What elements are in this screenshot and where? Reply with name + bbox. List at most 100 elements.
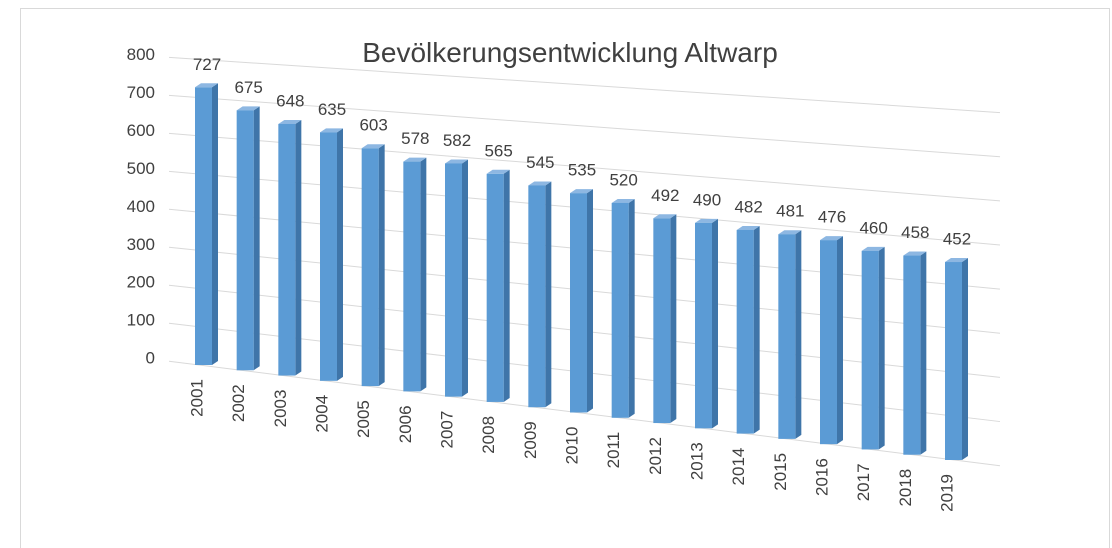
bar	[653, 218, 671, 424]
bar-side	[878, 246, 885, 450]
x-tick-label: 2015	[771, 453, 790, 491]
bar-group	[195, 83, 218, 365]
chart-title: Bevölkerungsentwicklung Altwarp	[362, 37, 778, 68]
bar-group	[445, 159, 468, 397]
y-tick-label: 800	[127, 45, 155, 64]
bar-side	[462, 159, 468, 397]
x-tick-label: 2006	[396, 405, 415, 443]
bar-side	[295, 119, 302, 376]
bar	[736, 229, 754, 434]
y-tick-label: 600	[127, 121, 155, 140]
bar	[945, 262, 962, 460]
bar-group	[278, 119, 302, 376]
bar-top	[611, 198, 635, 203]
x-tick-label: 2005	[354, 400, 373, 438]
bar	[611, 202, 629, 418]
bar-top	[445, 159, 468, 164]
bar	[361, 148, 379, 387]
bar-side	[712, 218, 718, 429]
bar-group	[320, 128, 343, 381]
x-tick-label: 2014	[729, 448, 748, 486]
y-tick-label: 200	[127, 273, 155, 292]
bar-top	[528, 181, 552, 186]
value-label: 492	[651, 186, 679, 205]
value-label: 635	[318, 100, 346, 119]
bar-group	[570, 189, 593, 413]
value-label: 565	[484, 141, 512, 160]
x-tick-label: 2018	[896, 469, 915, 507]
value-label: 648	[276, 91, 304, 110]
bar-group	[611, 198, 635, 418]
bar	[861, 250, 879, 450]
bar	[320, 132, 337, 381]
bar-group	[820, 236, 843, 445]
value-label: 535	[568, 161, 596, 180]
bar-side	[920, 251, 927, 455]
x-tick-label: 2008	[479, 416, 498, 454]
bar-top	[361, 144, 385, 149]
x-tick-label: 2019	[938, 474, 957, 512]
x-tick-label: 2007	[438, 411, 457, 449]
bar	[278, 123, 296, 376]
x-tick-label: 2010	[563, 427, 582, 465]
value-label: 603	[359, 116, 387, 135]
bar-top	[653, 214, 677, 219]
bar	[778, 234, 796, 439]
y-tick-label: 500	[127, 159, 155, 178]
x-tick-label: 2003	[271, 390, 290, 428]
bar-side	[670, 214, 677, 424]
bar	[820, 240, 837, 445]
x-tick-label: 2001	[188, 379, 207, 417]
bar	[236, 110, 254, 371]
bar-side	[212, 83, 218, 365]
bar	[695, 222, 712, 429]
bar-group	[695, 218, 718, 429]
bar	[486, 173, 504, 402]
x-tick-label: 2016	[813, 458, 832, 496]
value-label: 675	[234, 78, 262, 97]
value-label: 545	[526, 153, 554, 172]
bar	[570, 193, 587, 413]
bar-top	[195, 83, 218, 88]
x-tick-label: 2017	[854, 463, 873, 501]
value-label: 578	[401, 129, 429, 148]
bar-side	[795, 230, 802, 439]
value-label: 482	[734, 197, 762, 216]
bar-side	[545, 181, 552, 408]
bar-group	[653, 214, 677, 424]
value-label: 490	[693, 190, 721, 209]
bar-side	[337, 128, 343, 381]
grid-line	[168, 360, 1001, 467]
bar-side	[962, 258, 968, 460]
bar-group	[236, 106, 260, 371]
bar-side	[753, 225, 760, 434]
bar	[528, 185, 546, 408]
value-label: 452	[943, 230, 971, 249]
y-tick-label: 700	[127, 83, 155, 102]
bar-top	[778, 230, 802, 235]
x-tick-label: 2004	[313, 395, 332, 433]
bar-group	[778, 230, 802, 439]
bar-top	[320, 128, 343, 133]
bar-top	[570, 189, 593, 194]
bar	[403, 161, 421, 392]
bar	[195, 87, 212, 365]
bar-group	[403, 157, 427, 392]
x-tick-label: 2011	[604, 432, 623, 469]
x-tick-label: 2009	[521, 421, 540, 459]
y-tick-label: 0	[146, 349, 155, 368]
value-label: 520	[609, 170, 637, 189]
bar-top	[736, 225, 760, 230]
bar-side	[420, 157, 427, 392]
bar-group	[861, 246, 885, 450]
bar-top	[695, 218, 718, 223]
value-label: 476	[818, 208, 846, 227]
bar	[445, 163, 462, 397]
y-tick-label: 400	[127, 197, 155, 216]
x-tick-label: 2012	[646, 437, 665, 475]
bar-side	[378, 144, 385, 387]
bar-top	[945, 258, 968, 263]
y-tick-label: 100	[127, 311, 155, 330]
